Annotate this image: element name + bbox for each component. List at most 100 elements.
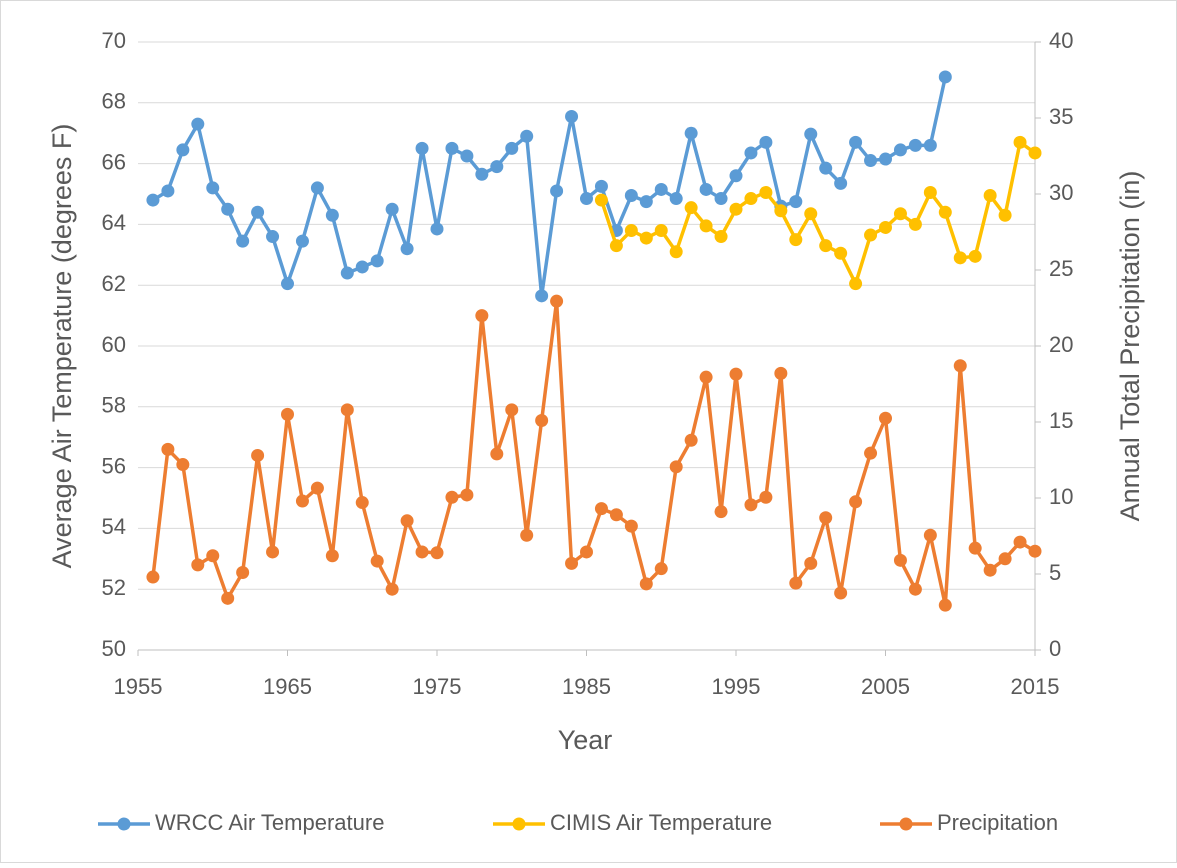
data-point	[849, 495, 863, 509]
series-line	[151, 299, 1036, 607]
data-point	[744, 498, 758, 512]
data-point	[624, 519, 638, 533]
data-point	[385, 582, 399, 596]
data-point	[983, 189, 997, 203]
data-point	[714, 230, 728, 244]
data-point	[325, 208, 339, 222]
y-tick-label: 66	[102, 149, 126, 174]
data-point	[879, 411, 892, 425]
data-point	[654, 182, 668, 196]
data-point	[490, 447, 504, 461]
y2-tick-label: 0	[1049, 636, 1061, 661]
data-point	[804, 556, 818, 570]
data-point	[864, 228, 878, 242]
data-point	[161, 442, 175, 456]
y2-tick-label: 5	[1049, 560, 1061, 585]
y2-tick-label: 30	[1049, 180, 1073, 205]
x-tick-label: 1975	[413, 674, 462, 699]
data-point	[146, 570, 160, 584]
data-point	[774, 366, 788, 380]
y2-tick-label: 40	[1049, 28, 1073, 53]
data-point	[594, 502, 608, 516]
data-point	[430, 546, 444, 560]
data-point	[370, 254, 384, 268]
data-point	[281, 277, 294, 291]
data-point	[550, 184, 564, 198]
data-point	[565, 556, 579, 570]
y-tick-label: 54	[102, 514, 126, 539]
data-point	[654, 223, 668, 237]
data-point	[535, 413, 549, 427]
data-point	[729, 202, 743, 216]
x-axis-title: Year	[558, 725, 613, 755]
data-point	[759, 185, 773, 199]
data-point	[340, 266, 354, 280]
data-point	[938, 598, 952, 612]
data-point	[609, 508, 623, 522]
data-point	[804, 207, 818, 221]
data-point	[699, 219, 713, 233]
data-point	[908, 217, 922, 231]
data-point	[654, 562, 668, 576]
data-point	[729, 169, 743, 183]
data-point	[206, 549, 220, 563]
y2-tick-label: 15	[1049, 408, 1073, 433]
data-point	[819, 161, 833, 175]
data-point	[221, 591, 235, 605]
y2-tick-label: 10	[1049, 484, 1073, 509]
data-point	[594, 193, 608, 207]
data-point	[400, 514, 414, 528]
data-point	[759, 490, 773, 504]
data-point	[191, 558, 205, 572]
data-point	[684, 201, 698, 215]
data-point	[460, 149, 474, 163]
data-point	[819, 239, 833, 253]
data-point	[834, 586, 848, 600]
data-point	[834, 176, 848, 190]
data-point	[624, 223, 638, 237]
y-axis-title: Average Air Temperature (degrees F)	[47, 124, 77, 569]
data-point	[639, 231, 653, 245]
data-point	[968, 541, 982, 555]
legend-marker	[117, 817, 131, 831]
data-point	[310, 181, 324, 195]
data-point	[1013, 135, 1027, 149]
data-point	[893, 207, 907, 221]
y2-tick-label: 20	[1049, 332, 1073, 357]
data-point	[699, 370, 713, 384]
data-point	[580, 192, 593, 206]
y-tick-label: 52	[102, 575, 126, 600]
data-point	[699, 182, 713, 196]
data-point	[908, 138, 922, 152]
data-point	[639, 195, 653, 209]
y-tick-label: 64	[102, 210, 126, 235]
data-point	[176, 143, 190, 157]
data-point	[236, 234, 250, 248]
data-point	[953, 251, 967, 265]
legend-marker	[512, 817, 526, 831]
data-point	[415, 141, 429, 155]
data-point	[565, 109, 579, 123]
data-point	[923, 528, 937, 542]
data-point	[639, 577, 653, 591]
data-point	[834, 246, 848, 260]
y2-axis-title: Annual Total Precipitation (in)	[1115, 171, 1145, 522]
data-point	[295, 234, 309, 248]
data-point	[191, 117, 205, 131]
data-point	[310, 481, 324, 495]
data-point	[355, 260, 369, 274]
legend-label: CIMIS Air Temperature	[550, 810, 772, 835]
data-point	[206, 181, 220, 195]
data-point	[146, 193, 160, 207]
data-point	[968, 249, 982, 263]
data-point	[684, 433, 698, 447]
data-point	[176, 458, 190, 472]
data-point	[669, 245, 683, 259]
data-point	[161, 184, 175, 198]
y-tick-label: 58	[102, 393, 126, 418]
data-point	[983, 563, 997, 577]
data-point	[998, 552, 1012, 566]
data-point	[923, 138, 937, 152]
legend-marker	[899, 817, 913, 831]
data-point	[505, 141, 519, 155]
